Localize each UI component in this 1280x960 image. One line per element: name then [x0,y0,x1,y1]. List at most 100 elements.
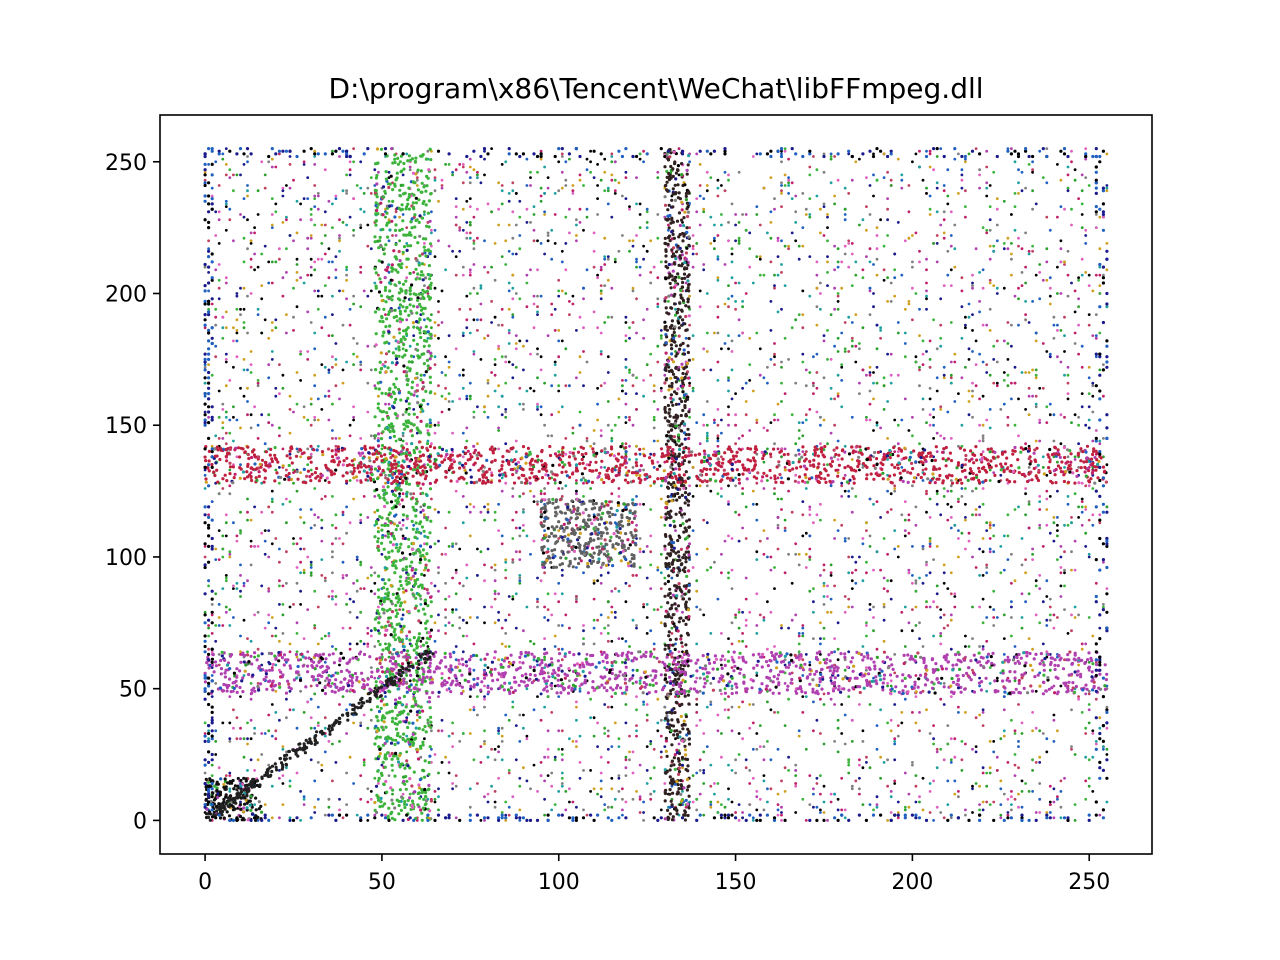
scatter-point [557,355,561,359]
scatter-point [606,202,610,206]
scatter-point [476,405,479,409]
scatter-point [550,711,554,714]
scatter-point [716,408,720,411]
scatter-point [359,226,363,230]
scatter-point [621,384,624,388]
scatter-point [889,684,893,688]
scatter-point [539,149,543,153]
scatter-point [638,763,642,767]
scatter-point [270,223,274,227]
scatter-point [705,745,709,748]
scatter-point [698,676,702,680]
scatter-point [606,255,610,258]
scatter-point [592,249,596,253]
scatter-point [850,242,854,245]
scatter-point [748,769,752,772]
scatter-point [529,184,532,187]
scatter-point [610,155,614,158]
scatter-point [741,811,744,814]
scatter-point [1034,405,1038,409]
scatter-point [472,668,476,672]
scatter-point [423,574,426,577]
scatter-point [1027,386,1031,390]
scatter-point [468,221,472,224]
scatter-point [978,505,981,509]
scatter-point [822,742,826,746]
scatter-point [720,663,723,667]
scatter-point [1041,600,1045,604]
scatter-point [224,352,228,356]
scatter-point [854,313,858,316]
scatter-point [323,210,327,214]
scatter-point [624,365,628,369]
scatter-point [430,244,433,248]
scatter-point [500,626,504,630]
scatter-point [971,555,974,559]
scatter-point [988,740,992,743]
scatter-point [741,305,744,309]
scatter-point [401,537,405,540]
scatter-point [762,745,766,748]
scatter-point [631,286,635,290]
scatter-point [988,373,992,377]
scatter-point [621,797,624,801]
scatter-point [868,365,872,369]
scatter-point [472,263,476,266]
scatter-point [557,624,561,627]
scatter-point [1024,318,1027,322]
scatter-point [408,745,412,748]
scatter-point [476,547,479,551]
scatter-point [606,616,610,619]
scatter-point [617,737,621,741]
scatter-point [256,213,260,216]
scatter-point [737,281,741,285]
scatter-point [836,394,840,398]
scatter-point [568,679,571,683]
scatter-point [228,431,232,435]
scatter-point [1102,747,1105,751]
scatter-point [1045,473,1049,477]
scatter-point [366,410,370,414]
scatter-point [274,210,278,214]
scatter-point [486,379,490,382]
scatter-point [253,268,256,272]
scatter-point [221,336,225,340]
scatter-point [988,218,992,222]
scatter-point [465,318,469,322]
scatter-point [302,547,306,551]
scatter-point [405,703,409,706]
scatter-point [235,355,239,359]
scatter-point [606,705,610,709]
scatter-point [1038,797,1042,801]
scatter-point [327,394,331,398]
scatter-point [500,489,504,493]
scatter-point [928,149,932,153]
scatter-point [352,581,355,585]
scatter-point [730,655,734,659]
scatter-point [295,271,299,274]
scatter-point [981,268,985,272]
scatter-point [1045,421,1049,424]
scatter-point [713,223,716,227]
scatter-point [995,286,999,290]
scatter-point [1006,358,1010,361]
scatter-point [1066,523,1070,527]
scatter-point [1006,373,1010,377]
scatter-point [313,268,317,272]
scatter-point [603,381,607,385]
scatter-point [964,813,967,817]
scatter-point [1002,695,1006,698]
scatter-point [942,703,946,706]
scatter-point [872,808,875,812]
scatter-point [334,255,338,258]
scatter-point [617,745,621,748]
scatter-point [472,247,476,251]
scatter-point [479,510,483,514]
scatter-point [401,413,405,417]
scatter-point [1084,779,1088,783]
scatter-point [635,392,638,395]
scatter-point [737,170,741,174]
scatter-point [504,408,508,411]
scatter-point [405,226,409,230]
scatter-point [635,495,638,498]
